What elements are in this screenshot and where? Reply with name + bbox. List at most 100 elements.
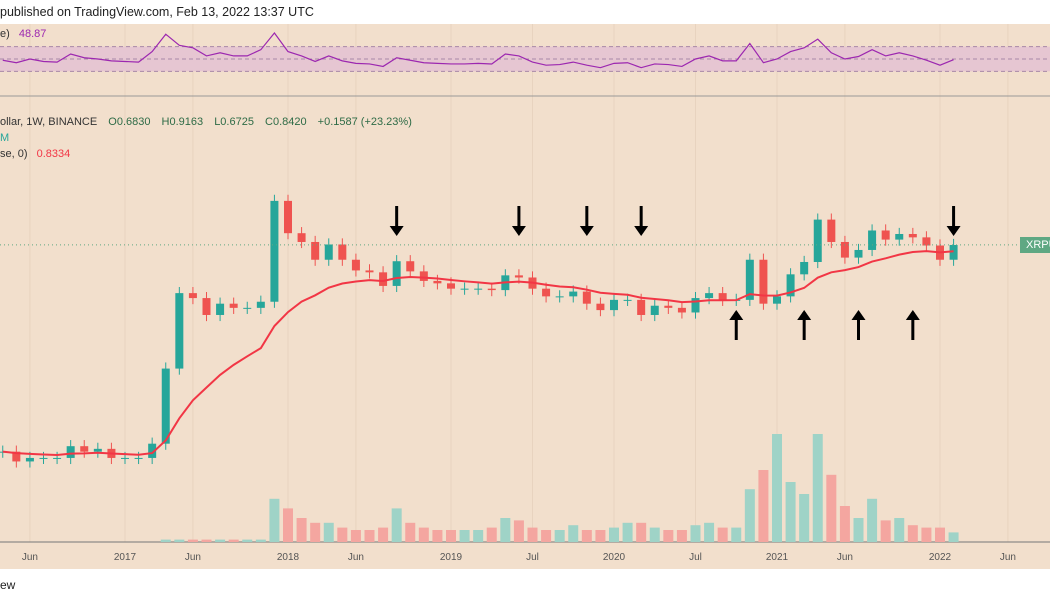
down-arrow-icon [511,226,526,236]
footer-text: ew [0,578,16,592]
x-tick-label: 2021 [766,552,789,563]
candle-body [460,288,469,290]
candle-body [379,272,388,286]
candle-body [569,291,578,297]
volume-bar [364,530,375,542]
volume-bar [853,518,864,542]
candle-body [840,241,849,258]
up-arrow-icon [905,310,920,320]
volume-bar [812,434,823,542]
rsi-value: 48.87 [18,28,47,40]
candle-body [392,261,401,286]
candle-body [243,307,252,309]
x-tick-label: 2022 [929,552,952,563]
volume-bar [636,522,647,542]
volume-bar [405,522,416,542]
volume-bar [581,530,592,542]
volume-bar [459,530,470,542]
symbol-legend: ollar, 1W, BINANCE O0.6830 H0.9163 L0.67… [0,116,412,128]
candle-body [270,200,279,302]
candle-body [827,219,836,242]
candle-body [773,296,781,304]
volume-bar [418,527,429,542]
x-tick-label: 2018 [277,552,300,563]
volume-bar [242,539,253,542]
candle-body [705,293,714,299]
chart-area[interactable]: Jun 2017 Jun 2018 Jun 2019 Jul 2020 Jul 2021 Jun 20… [0,24,1050,569]
volume-legend: M [0,132,10,144]
volume-bar [595,530,606,542]
candle-body [447,283,455,289]
candle-body [188,293,197,299]
x-tick-label: Jun [837,552,853,563]
price-chart-svg[interactable]: Jun 2017 Jun 2018 Jun 2019 Jul 2020 Jul 2021 Jun 20… [0,24,1050,569]
volume-bar [269,498,280,542]
volume-bar [785,482,796,542]
volume-bar [880,520,891,542]
volume-bar [568,525,579,542]
volume-bar [799,494,810,542]
candle-body [12,451,21,462]
volume-bar [160,539,171,542]
volume-bar [907,525,918,542]
volume-bar [174,539,185,542]
down-arrow-icon [634,226,649,236]
candle-body [637,299,646,315]
candle-body [311,241,320,260]
candle-body [677,307,686,313]
candle-body [718,293,727,300]
volume-bar [717,527,728,542]
candle-body [338,244,347,260]
candle-body [284,200,292,234]
candle-body [922,237,931,246]
volume-bar [676,530,687,542]
candle-body [202,298,211,315]
candle-body [691,298,700,313]
volume-bar [609,527,619,542]
volume-bar [948,532,959,542]
candle-body [433,280,442,284]
candle-body [895,233,904,240]
candle-body [66,446,75,458]
x-tick-label: Jun [22,552,38,563]
volume-bar [921,527,932,542]
candle-body [121,457,129,459]
volume-bar [215,539,226,542]
volume-bar [323,522,334,542]
volume-bar [690,525,701,542]
up-arrow-icon [797,310,812,320]
candle-body [908,233,917,238]
down-arrow-icon [389,226,404,236]
candle-body [800,261,809,275]
candle-body [759,259,768,304]
candle-body [39,457,48,459]
volume-bar [663,530,674,542]
candle-body [745,259,754,300]
x-tick-label: Jul [526,552,539,563]
x-tick-label: Jun [1000,552,1016,563]
volume-bar [622,522,633,542]
volume-bar [296,518,307,542]
volume-bar [473,530,484,542]
volume-bar [187,539,198,542]
up-arrow-icon [729,310,744,320]
volume-bar [731,527,742,542]
candle-body [25,457,34,462]
down-arrow-icon [946,226,961,236]
volume-bar [255,539,266,542]
candle-body [256,301,265,308]
candle-body [854,249,863,258]
rsi-line [2,31,954,69]
x-tick-label: 2017 [114,552,137,563]
volume-bar [744,489,755,542]
volume-bar [446,530,456,542]
volume-bar [228,539,239,542]
candle-body [623,299,632,301]
x-tick-label: Jun [185,552,201,563]
candle-body [474,288,483,290]
candle-body [582,291,591,304]
volume-bar [554,530,565,542]
volume-bar [894,518,905,542]
x-tick-label: 2019 [440,552,463,563]
volume-bar [432,530,443,542]
